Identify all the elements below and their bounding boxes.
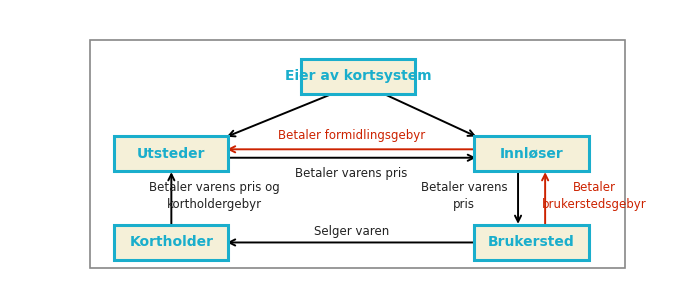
- Text: Betaler formidlingsgebyr: Betaler formidlingsgebyr: [278, 130, 425, 143]
- Text: Betaler varens
pris: Betaler varens pris: [421, 181, 507, 211]
- FancyBboxPatch shape: [114, 136, 229, 171]
- Text: Selger varen: Selger varen: [314, 226, 389, 238]
- Text: Betaler
brukerstedsgebyr: Betaler brukerstedsgebyr: [542, 181, 647, 211]
- Text: Betaler varens pris: Betaler varens pris: [295, 167, 408, 180]
- Text: Innløser: Innløser: [500, 147, 563, 161]
- Text: Kortholder: Kortholder: [129, 236, 213, 250]
- FancyBboxPatch shape: [301, 59, 415, 94]
- Text: Brukersted: Brukersted: [488, 236, 575, 250]
- FancyBboxPatch shape: [114, 225, 229, 260]
- Text: Eier av kortsystem: Eier av kortsystem: [285, 69, 431, 83]
- FancyBboxPatch shape: [475, 136, 589, 171]
- Text: Betaler varens pris og
kortholdergebyr: Betaler varens pris og kortholdergebyr: [150, 181, 280, 211]
- FancyBboxPatch shape: [475, 225, 589, 260]
- Text: Utsteder: Utsteder: [137, 147, 206, 161]
